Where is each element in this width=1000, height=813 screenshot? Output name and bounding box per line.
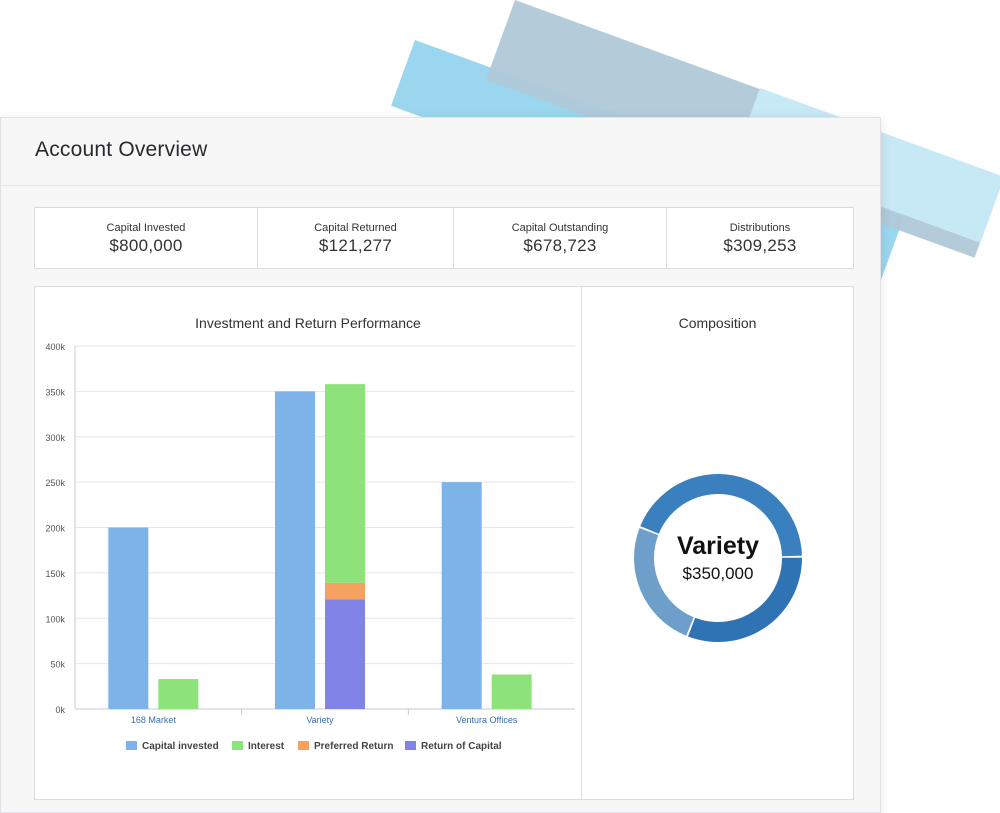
stat-value: $121,277 <box>318 236 393 255</box>
bar-interest <box>491 674 532 709</box>
legend-swatch <box>405 741 416 750</box>
stat-capital-outstanding: Capital Outstanding $678,723 <box>454 208 667 268</box>
legend-label: Return of Capital <box>421 741 502 752</box>
donut-center-label: Variety <box>677 532 759 560</box>
stats-bar: Capital Invested $800,000 Capital Return… <box>34 207 854 269</box>
stat-capital-returned: Capital Returned $121,277 <box>258 208 454 268</box>
donut-segment[interactable] <box>688 557 802 642</box>
panel-header: Account Overview <box>1 118 880 186</box>
bar-capital-invested <box>108 527 149 709</box>
y-tick-label: 50k <box>50 660 65 670</box>
stat-distributions: Distributions $309,253 <box>667 208 853 268</box>
y-tick-label: 100k <box>45 614 65 624</box>
bar-preferred-return <box>325 582 365 600</box>
donut-chart: Variety $350,000 <box>634 474 802 642</box>
x-tick-label: Ventura Offices <box>456 715 518 725</box>
legend-label: Interest <box>248 741 285 752</box>
card-divider <box>581 287 582 799</box>
bar-interest <box>325 384 365 583</box>
bar-capital-invested <box>441 482 482 709</box>
bar-return-of-capital <box>325 599 365 709</box>
stat-value: $309,253 <box>723 236 797 255</box>
legend-swatch <box>298 741 309 750</box>
y-tick-label: 200k <box>45 524 65 534</box>
donut-center-value: $350,000 <box>683 564 754 583</box>
stat-capital-invested: Capital Invested $800,000 <box>35 208 258 268</box>
donut-segment[interactable] <box>640 474 802 557</box>
legend-swatch <box>232 741 243 750</box>
legend-label: Preferred Return <box>314 741 393 752</box>
y-tick-label: 400k <box>45 342 65 352</box>
stat-value: $800,000 <box>109 236 183 255</box>
bar-interest <box>158 679 199 709</box>
chart-title: Investment and Return Performance <box>195 315 421 331</box>
y-tick-label: 350k <box>45 387 65 397</box>
stat-label: Capital Returned <box>314 222 397 234</box>
stat-value: $678,723 <box>523 236 597 255</box>
donut-segment[interactable] <box>634 528 694 636</box>
x-tick-label: 168 Market <box>131 715 177 725</box>
legend-label: Capital invested <box>142 741 219 752</box>
composition-title: Composition <box>678 315 757 331</box>
page-title: Account Overview <box>35 138 208 161</box>
bar-capital-invested <box>275 391 315 709</box>
legend-swatch <box>126 741 137 750</box>
bar-chart: 0k 50k 100k 150k 200k 250k 300k 350k 400k 168 Mar… <box>45 342 575 752</box>
y-tick-label: 250k <box>45 478 65 488</box>
x-tick-label: Variety <box>306 715 334 725</box>
y-tick-label: 0k <box>55 705 65 715</box>
stat-label: Capital Outstanding <box>511 222 609 234</box>
y-tick-label: 300k <box>45 433 65 443</box>
account-overview-panel: Account Overview Capital Invested $800,0… <box>0 117 881 813</box>
y-tick-label: 150k <box>45 569 65 579</box>
charts-card: Investment and Return Performance Compos… <box>34 286 854 800</box>
stat-label: Distributions <box>729 222 791 234</box>
stat-label: Capital Invested <box>106 222 186 234</box>
